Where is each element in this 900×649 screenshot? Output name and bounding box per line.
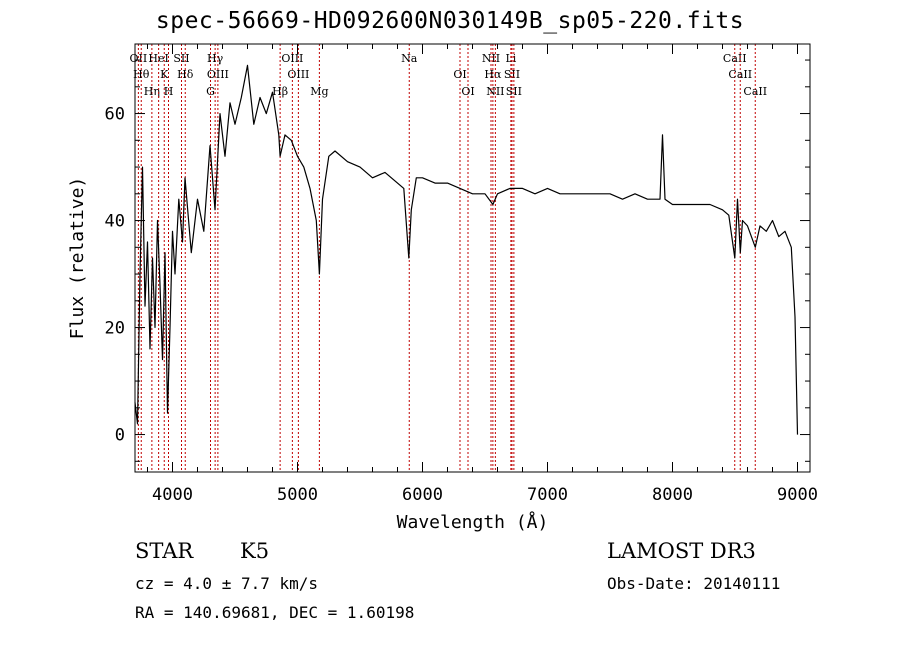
survey-name: LAMOST DR3 [607, 539, 756, 563]
line-marker-label: Hη [144, 85, 160, 98]
x-tick-label: 4000 [152, 485, 193, 505]
coordinates-text: RA = 140.69681, DEC = 1.60198 [135, 603, 415, 622]
line-marker-label: OII [130, 52, 148, 65]
y-tick-label: 0 [115, 426, 125, 446]
chart-title: spec-56669-HD092600N030149B_sp05-220.fit… [155, 8, 745, 34]
x-tick-label: 6000 [402, 485, 443, 505]
y-tick-label: 60 [105, 105, 125, 125]
x-tick-label: 8000 [652, 485, 693, 505]
line-markers: OIIHθHηHeIKHSIIHδGHγOIIIHβOIIIOIIIMgNaOI… [130, 44, 767, 472]
x-tick-label: 7000 [527, 485, 568, 505]
line-marker-label: Hβ [272, 85, 288, 98]
line-marker-label: OIII [287, 68, 309, 81]
line-marker-label: Mg [310, 85, 328, 98]
line-marker-label: SII [504, 68, 520, 81]
line-marker-label: K [160, 68, 169, 81]
object-subclass: K5 [240, 539, 270, 563]
x-tick-label: 9000 [777, 485, 818, 505]
spectrum-line [134, 64, 799, 435]
line-marker-label: Na [401, 52, 418, 65]
line-marker-label: NII [482, 52, 500, 65]
line-marker-label: SII [173, 52, 189, 65]
observation-date: Obs-Date: 20140111 [607, 574, 781, 593]
line-marker-label: OIII [207, 68, 229, 81]
line-marker-label: CaII [743, 85, 767, 98]
x-tick-label: 5000 [277, 485, 318, 505]
line-marker-label: HeI [148, 52, 168, 65]
line-marker-label: Hθ [133, 68, 150, 81]
x-axis: 4000 5000 6000 7000 8000 9000 [147, 44, 818, 505]
x-axis-label: Wavelength (Å) [397, 511, 549, 533]
plot-frame [134, 43, 811, 473]
line-marker-label: Hδ [177, 68, 194, 81]
line-marker-label: OI [453, 68, 466, 81]
line-marker-label: NII [486, 85, 504, 98]
redshift-text: cz = 4.0 ± 7.7 km/s [135, 574, 319, 593]
y-axis: 0 20 40 60 [105, 59, 810, 462]
object-class: STAR [135, 539, 194, 563]
line-marker-label: Hγ [207, 52, 224, 65]
spectrum-layer [134, 64, 799, 435]
line-marker-label: Hα [484, 68, 502, 81]
line-marker-label: CaII [728, 68, 752, 81]
line-marker-label: CaII [723, 52, 747, 65]
y-tick-label: 20 [105, 319, 125, 339]
y-tick-label: 40 [105, 212, 125, 232]
line-marker-label: H [164, 85, 174, 98]
line-marker-label: Li [505, 52, 516, 65]
line-marker-label: SII [506, 85, 522, 98]
y-axis-label: Flux (relative) [67, 177, 88, 340]
line-marker-label: OI [461, 85, 474, 98]
line-marker-label: OIII [281, 52, 303, 65]
line-marker-label: G [206, 85, 215, 98]
